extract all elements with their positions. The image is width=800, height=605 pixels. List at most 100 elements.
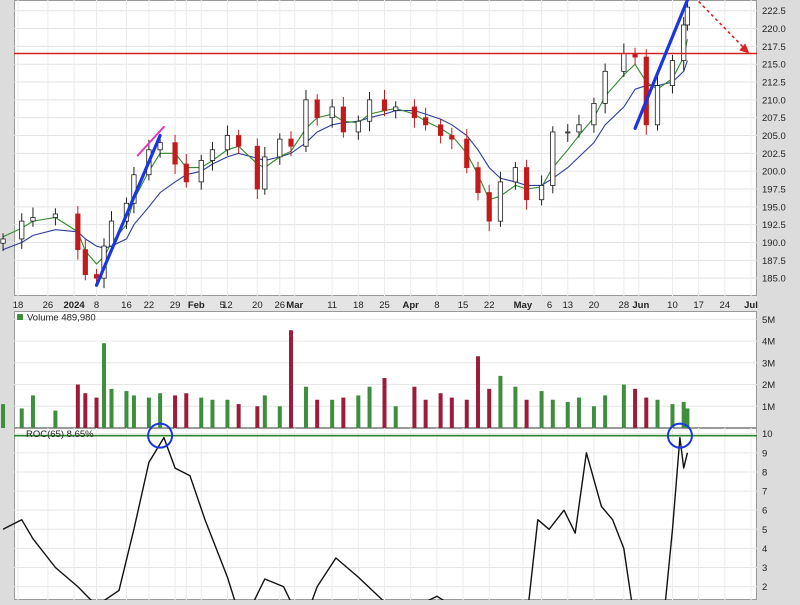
volume-bar: [199, 397, 204, 428]
indicator-y-tick-label: 9: [762, 448, 767, 459]
price-candle-body: [602, 70, 608, 104]
price-candle-body: [30, 217, 36, 222]
volume-bar: [102, 343, 107, 428]
price-candle-body: [254, 145, 260, 190]
volume-bar: [53, 410, 58, 428]
date-tick-label: 17: [693, 300, 704, 311]
indicator-y-tick-label: 7: [762, 487, 767, 498]
volume-legend-swatch: [17, 314, 23, 320]
indicator-y-tick-label: 3: [762, 563, 767, 574]
price-candle-body: [236, 135, 242, 147]
price-candle-body: [550, 131, 556, 186]
price-y-tick-label: 205.0: [762, 131, 786, 142]
price-candle-body: [576, 124, 582, 133]
volume-bar: [341, 397, 346, 428]
volume-y-tick-label: 5M: [762, 315, 775, 326]
volume-bar: [685, 408, 690, 428]
date-tick-label: 16: [121, 300, 132, 311]
volume-bar: [158, 393, 163, 428]
volume-bar: [30, 395, 35, 428]
panel-border-0: [14, 0, 757, 296]
price-candle-body: [669, 60, 676, 86]
indicator-y-tick-label: 6: [762, 506, 767, 517]
price-y-tick-label: 220.0: [762, 24, 786, 35]
trend-line-june: [633, 0, 690, 130]
price-candle-body: [512, 167, 518, 183]
price-y-tick-label: 190.0: [762, 238, 786, 249]
volume-bar: [449, 397, 454, 428]
indicator-panel-background: [14, 428, 757, 600]
price-y-tick-label: 192.5: [762, 220, 786, 231]
date-tick-label: 25: [379, 300, 390, 311]
trend-line-january: [94, 133, 162, 287]
price-y-tick-label: 185.0: [762, 274, 786, 285]
volume-bar: [412, 386, 417, 428]
price-candle-body: [303, 99, 309, 147]
volume-bar: [315, 399, 320, 428]
volume-bar: [289, 330, 294, 428]
price-y-tick-label: 195.0: [762, 202, 786, 213]
price-y-tick-label: 222.5: [762, 6, 786, 17]
date-tick-label: 11: [327, 300, 337, 311]
price-candle-body: [0, 238, 6, 244]
volume-bar: [184, 393, 189, 428]
date-tick-label: 22: [144, 300, 155, 311]
indicator-y-tick-label: 5: [762, 525, 767, 536]
volume-bar: [1, 404, 6, 428]
highlight-circle-june: [666, 422, 693, 449]
indicator-y-tick-label: 2: [762, 582, 767, 593]
price-candle-body: [381, 99, 388, 111]
volume-bar: [225, 399, 230, 428]
volume-bar: [633, 388, 638, 428]
date-tick-label: 8: [434, 300, 439, 311]
price-y-tick-label: 197.5: [762, 185, 786, 196]
volume-bar: [603, 395, 608, 428]
volume-legend: Volume 489,980: [27, 313, 96, 324]
price-candle-body: [82, 249, 88, 276]
volume-bar: [524, 399, 529, 428]
date-tick-label: 22: [484, 300, 495, 311]
volume-bar: [277, 406, 282, 428]
price-candle-body: [108, 220, 115, 247]
price-y-tick-label: 200.0: [762, 167, 786, 178]
price-y-tick-label: 212.5: [762, 78, 786, 89]
indicator-y-tick-label: 4: [762, 544, 767, 555]
projection-arrow-head: [739, 43, 750, 54]
price-candle-body: [52, 213, 58, 218]
volume-bar: [591, 406, 596, 428]
volume-y-tick-label: 4M: [762, 337, 775, 348]
date-tick-label: 28: [619, 300, 630, 311]
price-candle-body: [366, 99, 373, 122]
price-candle-body: [411, 106, 418, 119]
volume-bar: [393, 406, 398, 428]
price-candle-body: [183, 163, 189, 183]
date-tick-label: 8: [94, 300, 99, 311]
highlight-circle-january: [147, 422, 174, 449]
price-candle-body: [224, 135, 231, 151]
price-y-tick-label: 207.5: [762, 113, 786, 124]
date-tick-label: 18: [353, 300, 364, 311]
price-y-tick-label: 217.5: [762, 42, 786, 53]
date-tick-label: 15: [458, 300, 469, 311]
volume-bar: [367, 386, 372, 428]
price-candle-body: [172, 142, 178, 165]
volume-bar: [475, 356, 480, 428]
indicator-y-tick-label: 10: [762, 429, 773, 440]
date-axis-strip: [14, 296, 757, 311]
volume-y-tick-label: 1M: [762, 402, 775, 413]
short-moving-average-line: [2, 39, 688, 265]
price-candle-body: [288, 138, 294, 147]
price-candle-body: [75, 213, 81, 251]
price-candle-body: [209, 149, 216, 161]
volume-bar: [423, 399, 428, 428]
price-candle-body: [591, 103, 597, 126]
date-tick-label: 26: [43, 300, 54, 311]
price-y-tick-label: 215.0: [762, 60, 786, 71]
price-candle-body: [684, 6, 691, 26]
date-tick-label: 29: [170, 300, 181, 311]
date-tick-label: 18: [13, 300, 24, 311]
date-tick-label: 6: [547, 300, 552, 311]
volume-bar: [681, 401, 686, 428]
price-candle-body: [355, 120, 361, 133]
